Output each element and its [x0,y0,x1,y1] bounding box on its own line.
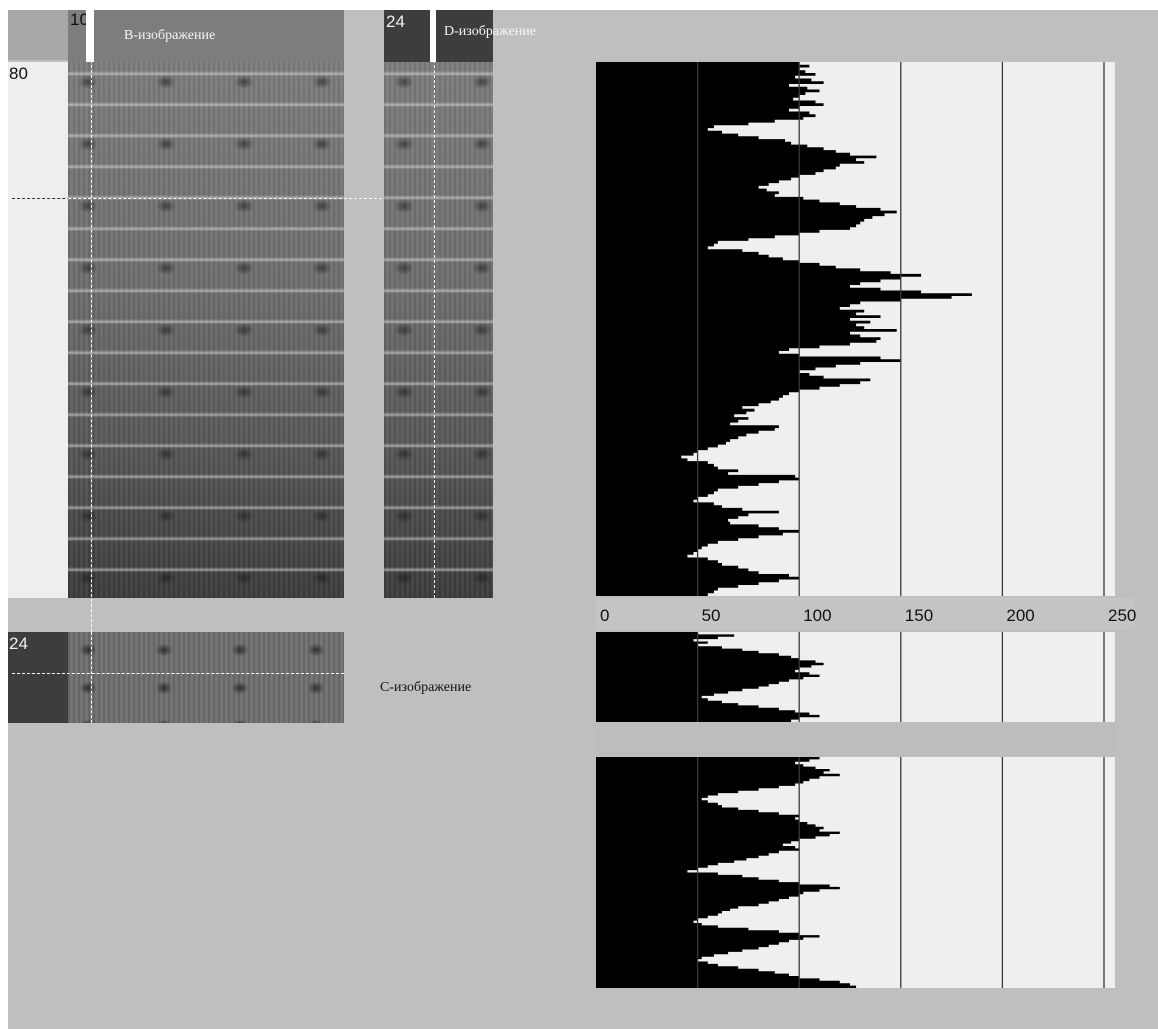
d-image-label: D-изображение [444,24,536,39]
x-tick-label-150: 150 [905,606,933,625]
x-tick-label-0: 0 [600,606,609,625]
x-tick-label-200: 200 [1006,606,1034,625]
b-image-vertical-cursor[interactable] [91,10,92,722]
profile-axis-band [596,598,1135,630]
c-image-vertical-cursor[interactable] [91,632,92,723]
d-image-index-marker[interactable] [430,10,436,62]
b-image-depth-panel [8,62,68,598]
c-image-label: C-изображение [380,680,472,695]
b-image-index-marker[interactable] [86,10,94,62]
b-image-label: B-изображение [124,28,216,43]
d-image-vertical-cursor[interactable] [434,10,435,598]
profile-series-3 [596,757,857,988]
b-image-title-bar [68,10,344,62]
x-tick-label-100: 100 [803,606,831,625]
profile-separator-band [596,723,1115,756]
d-image-scan-index: 24 [386,12,405,31]
d-image-title-bar [384,10,493,62]
d-image-scan[interactable] [384,62,493,598]
c-image-horizontal-cursor[interactable] [12,673,344,674]
profile-series-1 [596,62,972,596]
b-image-scan[interactable] [68,62,344,598]
b-image-horizontal-cursor-overlay [68,198,492,199]
c-image-index-panel [8,632,68,723]
profile-series-2 [596,632,824,722]
x-tick-label-250: 250 [1108,606,1136,625]
b-image-scan-index: 10 [70,10,89,29]
b-image-header [8,10,68,60]
b-image-depth-index: 80 [9,64,28,83]
x-tick-label-50: 50 [702,606,721,625]
c-image-scan[interactable] [68,632,344,723]
c-image-scan-index: 24 [9,634,28,653]
